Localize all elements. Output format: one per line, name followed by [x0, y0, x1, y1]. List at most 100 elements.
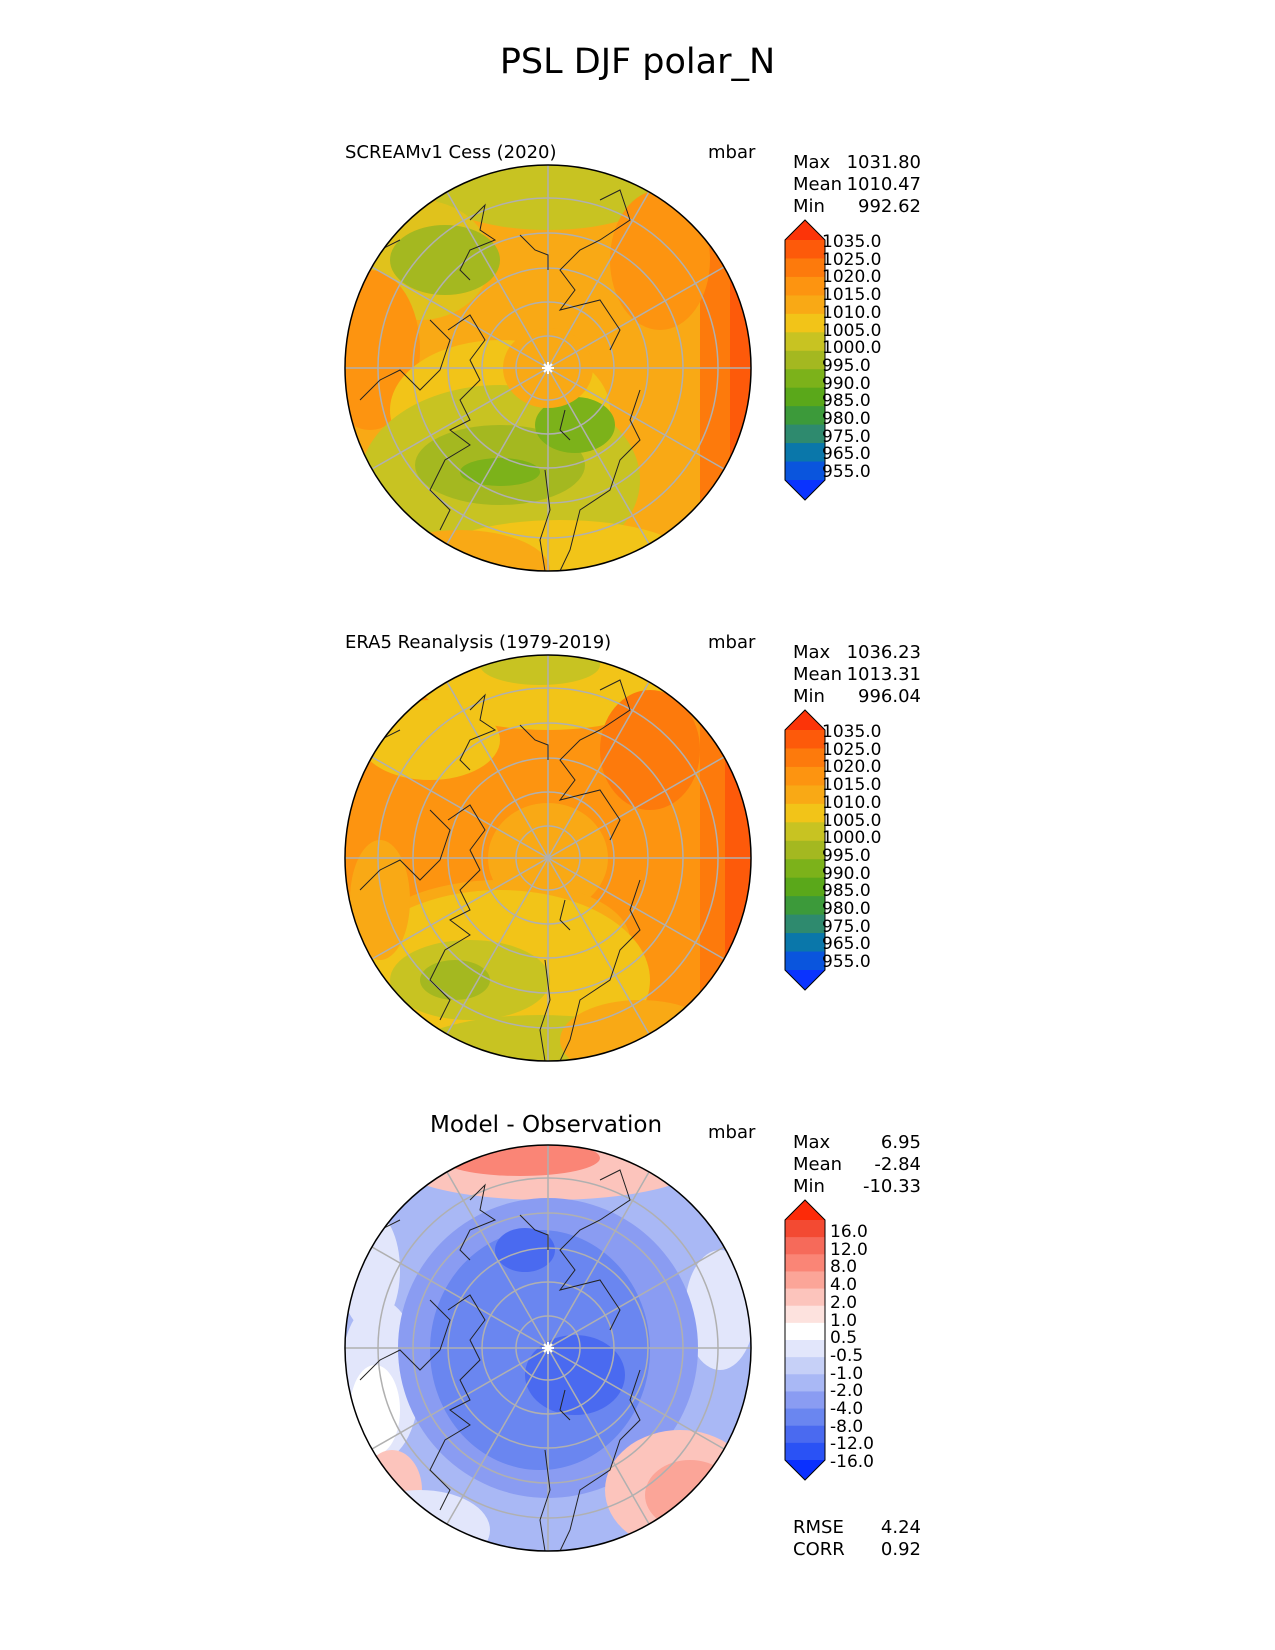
stats-box: Max 6.95 Mean -2.84 Min -10.33: [793, 1132, 921, 1198]
coastlines: [359, 1169, 641, 1551]
units-label: mbar: [708, 142, 756, 163]
colorbar-tick-label: 1000.0: [822, 828, 882, 849]
colorbar-tick-label: 1020.0: [822, 267, 882, 288]
panel-diff: Model - Observation mbar Max 6.95 Mean -2.…: [0, 1110, 1275, 1650]
colorbar-tick-label: 985.0: [822, 881, 871, 902]
colorbar-segment: [785, 877, 825, 897]
colorbar-segment: [785, 730, 825, 749]
colorbar-tick-label: 4.0: [830, 1275, 858, 1296]
colorbar-segment: [785, 406, 825, 426]
stat-label: Mean: [793, 174, 843, 195]
colorbar-segment: [785, 933, 825, 953]
colorbar-segment: [785, 461, 825, 481]
colorbar-tick-label: 0.5: [830, 1328, 858, 1349]
colorbar-tick-label: 985.0: [822, 391, 871, 412]
stat-label: Mean: [793, 1154, 843, 1175]
colorbar-extend-max: [785, 710, 825, 730]
colorbar-segment: [785, 951, 825, 971]
colorbar-segment: [785, 1237, 825, 1255]
metrics-box: RMSE 4.24 CORR 0.92: [793, 1517, 921, 1561]
colorbar-segment: [785, 1271, 825, 1290]
colorbar-segment: [785, 1408, 825, 1427]
colorbar-segment: [785, 766, 825, 786]
colorbar-segment: [785, 914, 825, 934]
stat-value: 1013.31: [846, 664, 921, 685]
colorbar-tick-label: 2.0: [830, 1292, 858, 1313]
colorbar-tick-label: 1035.0: [822, 232, 882, 252]
colorbar-tick-label: -0.5: [830, 1345, 864, 1366]
colorbar-tick-label: 1015.0: [822, 775, 882, 796]
stat-value: 996.04: [858, 686, 921, 707]
colorbar-extend-max: [785, 1200, 825, 1220]
polar-map-test: [344, 164, 826, 572]
panel-title: SCREAMv1 Cess (2020): [345, 142, 557, 163]
colorbar-outline: [784, 219, 826, 501]
colorbar-tick-label: 990.0: [822, 373, 871, 394]
colorbar-tick-label: 965.0: [822, 934, 871, 955]
colorbar-tick-label: 1025.0: [822, 739, 882, 760]
colorbar-segment: [785, 1442, 825, 1461]
stat-value: 1036.23: [846, 642, 921, 663]
colorbar-tick-label: 16.0: [830, 1222, 868, 1242]
stat-value: -10.33: [862, 1176, 921, 1197]
colorbar-tick-label: 12.0: [830, 1239, 868, 1260]
pole-marker: [542, 362, 554, 374]
colorbar-extend-max: [785, 220, 825, 240]
colorbar-tick-label: 8.0: [830, 1257, 858, 1278]
colorbar-tick-label: 1010.0: [822, 302, 882, 323]
colorbar-tick-label: -2.0: [830, 1381, 864, 1402]
units-label: mbar: [708, 632, 756, 653]
colorbar-segment: [785, 240, 825, 259]
colorbar-segment: [785, 369, 825, 389]
colorbar-outline: [784, 1199, 826, 1481]
colorbar-segment: [785, 840, 825, 860]
colorbar-segment: [785, 1305, 825, 1324]
colorbar-segment: [785, 785, 825, 805]
colorbar-tick-label: -12.0: [830, 1434, 874, 1455]
panel-title: Model - Observation: [430, 1112, 663, 1138]
stats-box: Max 1036.23 Mean 1013.31 Min 996.04: [793, 642, 921, 708]
colorbar-segment: [785, 350, 825, 370]
colorbar-tick-label: 995.0: [822, 355, 871, 376]
metric-label: CORR: [793, 1539, 845, 1560]
map-frame: [344, 654, 752, 1062]
colorbar-segment: [785, 1220, 825, 1238]
panel-reference: ERA5 Reanalysis (1979-2019) mbar Max 1036…: [0, 620, 1275, 1100]
coastlines: [359, 679, 641, 1061]
colorbar-segment: [785, 1254, 825, 1272]
colorbar: [784, 219, 826, 501]
colorbar-tick-label: 1005.0: [822, 810, 882, 831]
colorbar-tick-label: 1020.0: [822, 757, 882, 778]
colorbar-segment: [785, 443, 825, 463]
stat-label: Max: [793, 152, 831, 173]
colorbar-segment: [785, 896, 825, 916]
colorbar-tick-label: 1035.0: [822, 722, 882, 742]
stat-label: Min: [793, 196, 825, 217]
pole-marker: [542, 1342, 554, 1354]
colorbar-segment: [785, 859, 825, 879]
graticule: [345, 655, 751, 1061]
stat-label: Min: [793, 1176, 825, 1197]
stats-box: Max 1031.80 Mean 1010.47 Min 992.62: [793, 152, 921, 218]
map-frame: [344, 164, 752, 572]
colorbar-segment: [785, 387, 825, 407]
colorbar-tick-label: 955.0: [822, 462, 871, 483]
colorbar-tick-label: 955.0: [822, 952, 871, 973]
colorbar-segment: [785, 276, 825, 296]
colorbar-segment: [785, 1357, 825, 1375]
colorbar-tick-label: 1.0: [830, 1310, 858, 1331]
panel-title: ERA5 Reanalysis (1979-2019): [345, 632, 612, 653]
figure-title: PSL DJF polar_N: [499, 42, 776, 82]
stat-value: 1010.47: [846, 174, 921, 195]
colorbar-segment: [785, 748, 825, 768]
colorbar-segment: [785, 424, 825, 444]
colorbar-tick-label: 1015.0: [822, 285, 882, 306]
colorbar-tick-label: -4.0: [830, 1399, 864, 1419]
stat-label: Max: [793, 1132, 831, 1153]
colorbar-tick-label: 990.0: [822, 863, 871, 884]
colorbar-segment: [785, 313, 825, 333]
colorbar-tick-label: 1025.0: [822, 249, 882, 270]
stat-label: Min: [793, 686, 825, 707]
stat-value: 1031.80: [846, 152, 921, 173]
colorbar-tick-label: 980.0: [822, 409, 871, 429]
